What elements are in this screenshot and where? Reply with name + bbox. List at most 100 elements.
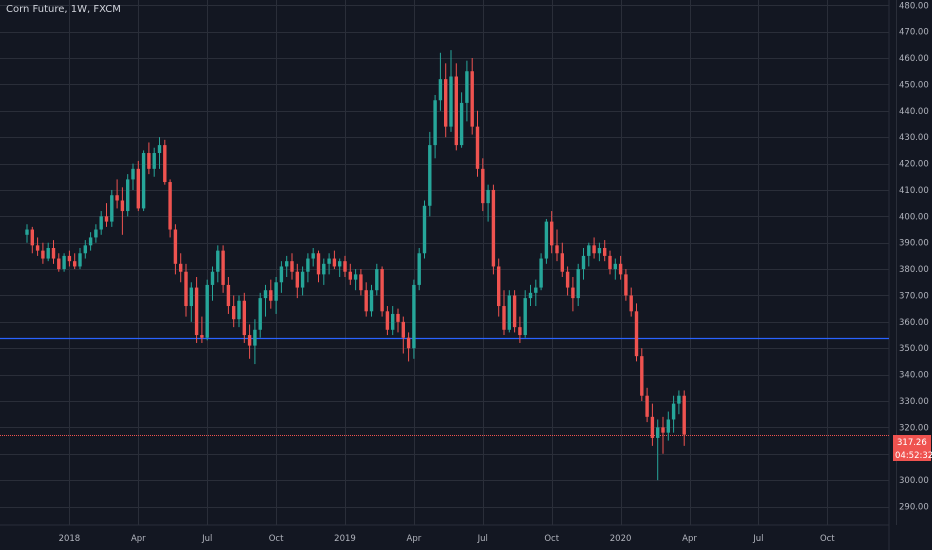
price-tick-label: 400.00 — [899, 212, 929, 222]
candle-body — [555, 245, 559, 254]
candle-body — [497, 266, 501, 307]
time-tick-label: Apr — [131, 534, 146, 544]
candle — [242, 292, 246, 343]
candle — [682, 390, 686, 446]
candle-body — [205, 284, 209, 338]
candle — [226, 277, 231, 314]
candle-body — [141, 153, 146, 209]
candle — [73, 253, 77, 270]
candle-body — [126, 179, 130, 212]
price-tick-label: 380.00 — [899, 265, 929, 275]
candle — [295, 263, 299, 299]
candle-body — [25, 229, 29, 235]
candle — [581, 247, 586, 280]
horizontal-lines[interactable] — [0, 337, 889, 436]
candle-body — [412, 284, 416, 349]
candle — [99, 211, 103, 235]
candle-body — [94, 229, 98, 238]
candle-body — [565, 271, 570, 288]
candle-body — [417, 253, 421, 285]
candle-body — [99, 216, 103, 230]
candle — [375, 263, 379, 296]
candle-body — [57, 258, 61, 270]
candle — [518, 316, 522, 343]
candle-body — [194, 287, 199, 336]
candle — [57, 253, 61, 272]
candle — [555, 229, 559, 262]
candle — [300, 266, 305, 296]
candle-body — [444, 79, 448, 127]
candle-body — [67, 255, 72, 262]
candle-body — [592, 245, 596, 254]
candle-body — [528, 292, 533, 299]
candle — [88, 232, 93, 251]
candle — [279, 261, 284, 293]
candle — [237, 295, 241, 328]
candle — [661, 416, 665, 454]
candle — [539, 253, 543, 291]
candle-body — [438, 79, 443, 101]
candle-body — [147, 153, 151, 169]
price-tick-label: 320.00 — [899, 423, 929, 433]
candle-body — [279, 266, 284, 283]
candle-body — [433, 100, 437, 146]
candle-body — [168, 182, 172, 230]
candle-body — [269, 290, 273, 301]
candle — [216, 245, 220, 283]
time-tick-label: 2018 — [59, 534, 81, 544]
candle-body — [629, 295, 633, 312]
candle-body — [163, 145, 167, 183]
candle-body — [41, 250, 45, 259]
candle-body — [682, 395, 686, 435]
candle-body — [338, 261, 342, 267]
candle — [78, 247, 82, 270]
candle — [141, 150, 146, 212]
price-axis[interactable]: 290.00300.00310.00320.00330.00340.00350.… — [899, 1, 929, 512]
candle — [645, 387, 649, 423]
price-tick-label: 300.00 — [899, 476, 929, 486]
candle — [444, 63, 448, 138]
candle-body — [78, 253, 82, 267]
price-tick-label: 420.00 — [899, 160, 929, 170]
price-tick-label: 360.00 — [899, 318, 929, 328]
candle — [311, 247, 315, 267]
candle-body — [396, 313, 400, 322]
candle-body — [327, 258, 331, 264]
candle-body — [634, 311, 639, 357]
candle — [369, 284, 374, 317]
candle-body — [486, 189, 490, 204]
candle-body — [216, 250, 220, 272]
candle-body — [613, 263, 617, 270]
time-tick-label: Oct — [820, 534, 835, 544]
time-axis[interactable]: 2018 Apr Jul Oct 2019 Apr Jul Oct 2020 Apr Jul Oct — [59, 534, 836, 544]
candle-body — [300, 271, 305, 288]
candle-body — [640, 356, 644, 396]
candle — [46, 242, 50, 262]
candle — [597, 242, 602, 262]
candle — [210, 266, 215, 301]
candle — [406, 332, 411, 362]
candle — [136, 160, 140, 212]
candle-body — [544, 221, 549, 259]
candle-body — [221, 250, 225, 285]
candle-body — [348, 271, 352, 280]
price-tick-label: 440.00 — [899, 107, 929, 117]
candle — [184, 263, 188, 317]
candle — [269, 279, 273, 309]
candle-body — [179, 263, 183, 272]
candle — [25, 224, 29, 243]
candle — [486, 184, 490, 222]
candle — [189, 282, 193, 322]
symbol-title: Corn Future, 1W, FXCM — [6, 4, 121, 15]
candle — [35, 237, 40, 256]
candle-body — [258, 298, 262, 330]
candle — [194, 277, 199, 343]
price-tick-label: 410.00 — [899, 186, 929, 196]
time-tick-label: 2019 — [334, 534, 356, 544]
candle-body — [120, 200, 125, 212]
candle-body — [35, 245, 40, 251]
candle — [338, 258, 342, 278]
candle — [417, 247, 421, 291]
candle — [629, 287, 633, 317]
